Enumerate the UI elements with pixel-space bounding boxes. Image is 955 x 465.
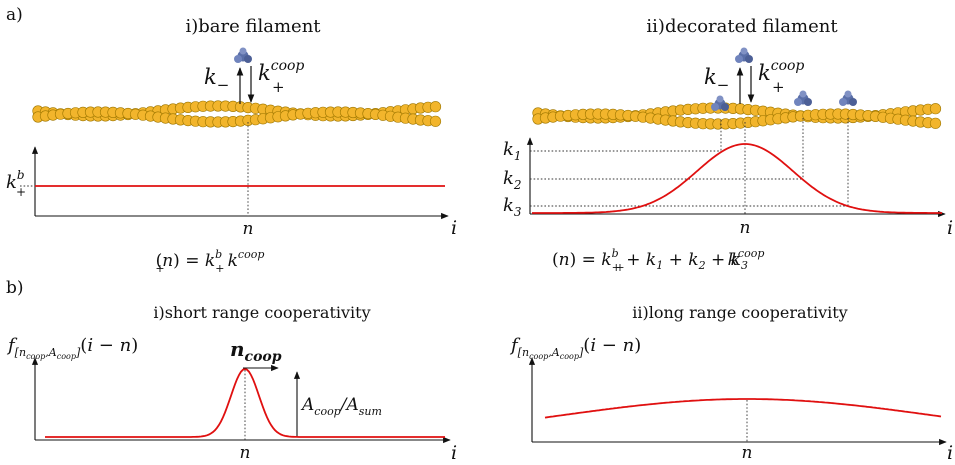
y-tick-k1: k1 [503, 139, 522, 163]
panel-b-label: b) [6, 278, 24, 298]
y-label-short: f[ncoop,Acoop](i − n) [6, 335, 138, 361]
actin-subunit [929, 117, 942, 129]
x-tick-n-decorated: n [740, 218, 751, 238]
actin-subunit [429, 115, 442, 127]
equation-decorated: kcoop +(n) = kb + + k1 + k2 + k3 [552, 247, 764, 274]
x-axis-label-long: i [947, 442, 953, 464]
x-tick-n-short: n [240, 443, 251, 463]
protein-icon-bound-3 [839, 90, 857, 106]
protein-icon-bound-2 [794, 90, 812, 106]
bare-actin-filament [32, 100, 442, 128]
cooperative-rate-curve [532, 143, 942, 214]
long-range-curve [544, 398, 942, 419]
decorated-actin-filament [532, 102, 942, 130]
x-tick-n-long: n [742, 443, 753, 463]
height-label: Acoop/Asum [300, 395, 382, 418]
y-label-long: f[ncoop,Acoop](i − n) [509, 335, 641, 361]
short-range-curve [45, 368, 445, 438]
k-plus-label-bare: kcoop + [258, 58, 304, 96]
x-axis-label-decorated: i [947, 217, 953, 239]
k-minus-label-bare: k− [204, 65, 229, 94]
equation-bare: kcoop +(n) = kb + [155, 248, 264, 275]
bare-filament-title: i)bare filament [185, 16, 321, 37]
protein-icon-bare [234, 47, 252, 63]
long-range-title: ii)long range cooperativity [632, 303, 847, 322]
protein-icon-bound-1 [711, 95, 729, 111]
width-label: ncoop [230, 337, 282, 365]
y-tick-k2: k2 [503, 168, 522, 192]
x-tick-n-bare: n [243, 219, 254, 239]
y-tick-k3: k3 [503, 195, 522, 219]
x-axis-label-short: i [451, 442, 457, 464]
short-range-title: i)short range cooperativity [153, 303, 370, 322]
k-minus-label-decorated: k− [704, 65, 729, 94]
panel-a-label: a) [6, 5, 23, 25]
y-tick-kb: kb + [6, 168, 26, 199]
x-axis-label-bare: i [451, 217, 457, 239]
actin-subunit [929, 103, 942, 115]
actin-subunit [429, 101, 442, 113]
k-plus-label-decorated: kcoop + [758, 58, 804, 96]
decorated-filament-title: ii)decorated filament [646, 16, 838, 37]
protein-icon-decorated-top [735, 47, 753, 63]
